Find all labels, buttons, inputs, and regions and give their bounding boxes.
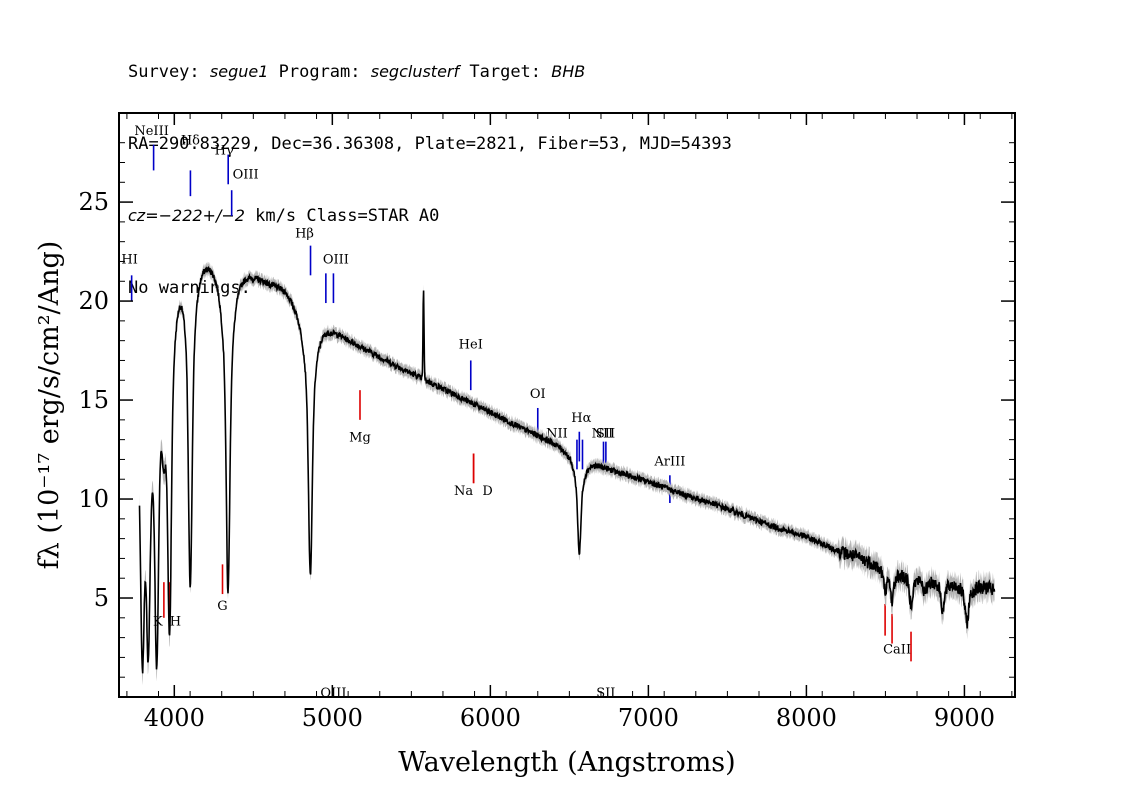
y-tick-label: 5: [94, 584, 109, 612]
absorption-line-label: D: [482, 484, 492, 499]
absorption-line-label: Mg: [349, 431, 371, 446]
x-tick-label: 7000: [618, 704, 679, 732]
emission-line-label: Hα: [571, 411, 591, 426]
coordinates-line: RA=290.83229, Dec=36.36308, Plate=2821, …: [128, 134, 732, 154]
target-value: BHB: [551, 62, 586, 81]
cz-class: km/s Class=STAR A0: [244, 206, 440, 226]
emission-line-label: SII: [596, 686, 615, 701]
program-value: segclusterf: [370, 62, 460, 81]
x-tick-label: 9000: [934, 704, 995, 732]
x-tick-label: 4000: [144, 704, 205, 732]
y-axis-title: fλ (10⁻¹⁷ erg/s/cm²/Ang): [34, 241, 65, 570]
spectrum-header: Survey: segue1 Program: segclusterf Targ…: [128, 12, 732, 324]
emission-line-label: OI: [530, 387, 546, 402]
x-tick-label: 5000: [302, 704, 363, 732]
spectrum-layer: [138, 261, 996, 686]
x-tick-label: 6000: [460, 704, 521, 732]
emission-line-label: HeI: [459, 338, 483, 353]
emission-line-label: Hγ: [215, 144, 234, 159]
absorption-line-label: CaII: [883, 642, 911, 657]
emission-line-label: OIII: [233, 167, 259, 182]
redshift-line: cz=−222+/−2 km/s Class=STAR A0: [128, 204, 732, 228]
cz-label: cz=: [128, 206, 159, 225]
axis-ticks: 4000 5000 6000 7000 8000 9000 5 10 15 20 25: [78, 113, 1015, 732]
emission-line-label: SII: [596, 427, 615, 442]
absorption-line-label: G: [217, 599, 227, 614]
absorption-line-label: Na: [454, 484, 473, 499]
survey-label: Survey:: [128, 62, 210, 82]
plot-frame: [118, 112, 1016, 698]
emission-line-label: HI: [121, 252, 137, 267]
survey-line: Survey: segue1 Program: segclusterf Targ…: [128, 60, 732, 84]
x-tick-label: 8000: [776, 704, 837, 732]
y-tick-label: 20: [78, 287, 109, 315]
cz-value: −222+/−2: [158, 206, 245, 225]
spectral-line-markers: NeIIIHδHγOIIIHβOIIIOIIIHeIOINIIHαNIISIIS…: [121, 124, 912, 701]
y-tick-label: 25: [78, 188, 109, 216]
emission-line-label: OIII: [323, 252, 349, 267]
warnings-line: No warnings.: [128, 278, 251, 298]
y-tick-label: 15: [78, 386, 109, 414]
absorption-line-label: H: [170, 615, 181, 630]
flux-series-line: [138, 265, 996, 674]
survey-value: segue1: [209, 62, 269, 81]
emission-line-label: NII: [592, 427, 614, 442]
emission-line-label: OIII: [320, 686, 346, 701]
y-tick-label: 10: [78, 485, 109, 513]
emission-line-label: ArIII: [653, 454, 685, 469]
x-axis-title: Wavelength (Angstroms): [398, 747, 735, 778]
emission-line-label: Hδ: [181, 134, 200, 149]
program-label: Program:: [268, 62, 371, 82]
emission-line-label: NeIII: [134, 124, 168, 139]
flux-error-band: [139, 261, 995, 686]
target-label: Target:: [459, 62, 552, 82]
emission-line-label: Hβ: [295, 227, 314, 242]
